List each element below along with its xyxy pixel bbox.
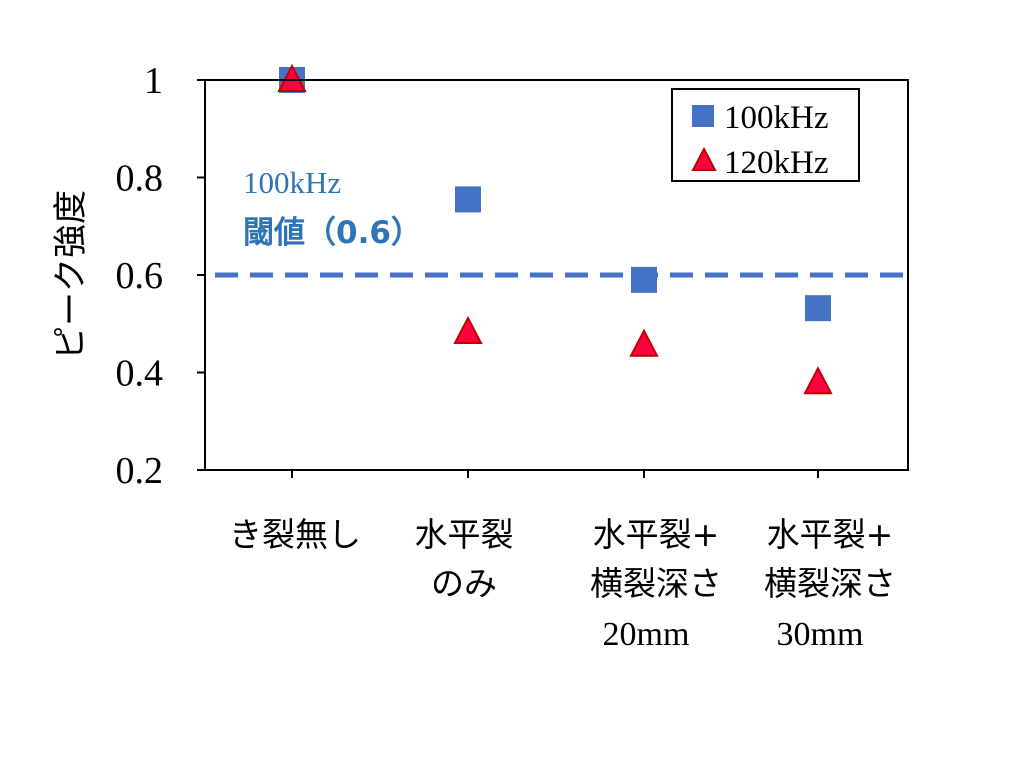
x-category-label-line: のみ (431, 564, 497, 603)
point-100khz (631, 266, 657, 293)
point-120khz (629, 328, 659, 357)
x-category-label-line: 20mm (603, 616, 690, 653)
legend-marker-triangle (691, 146, 717, 171)
y-tick-label: 1 (144, 60, 163, 102)
point-100khz (805, 295, 831, 322)
y-tick-label: 0.4 (116, 353, 164, 395)
point-120khz (453, 315, 483, 345)
y-tick-label: 0.6 (116, 255, 164, 297)
y-axis-label-group: ピーク強度 (51, 190, 91, 360)
x-category-label-line: 水平裂+ (593, 515, 720, 554)
data-points (277, 63, 833, 395)
legend-label: 100kHz (724, 100, 828, 136)
point-120khz (277, 63, 307, 92)
y-axis-label: ピーク強度 (51, 190, 91, 360)
x-category-label-line: 水平裂+ (767, 515, 894, 554)
threshold-label-frequency: 100kHz (243, 165, 341, 200)
legend-label: 120kHz (724, 145, 828, 181)
x-axis-ticks (291, 470, 819, 478)
y-tick-label: 0.2 (116, 450, 164, 492)
x-category-label-line: 横裂深さ (764, 564, 896, 603)
y-axis-ticks: 0.2 0.4 0.6 0.8 1 (116, 60, 205, 492)
x-category-label-line: 30mm (777, 616, 864, 653)
x-category-label-line: 横裂深さ (590, 564, 722, 603)
x-category-label-line: き裂無し (229, 515, 361, 554)
point-120khz (803, 366, 833, 395)
x-category-label-line: 水平裂 (415, 515, 514, 554)
point-100khz (455, 186, 481, 213)
legend-marker-square (692, 105, 714, 127)
legend: 100kHz 120kHz (671, 88, 860, 182)
threshold-label-value: 閾値（0.6） (243, 215, 422, 251)
threshold-line-group: 100kHz 閾値（0.6） (215, 165, 908, 278)
y-tick-label: 0.8 (116, 158, 164, 200)
plot-area-frame (204, 79, 909, 471)
